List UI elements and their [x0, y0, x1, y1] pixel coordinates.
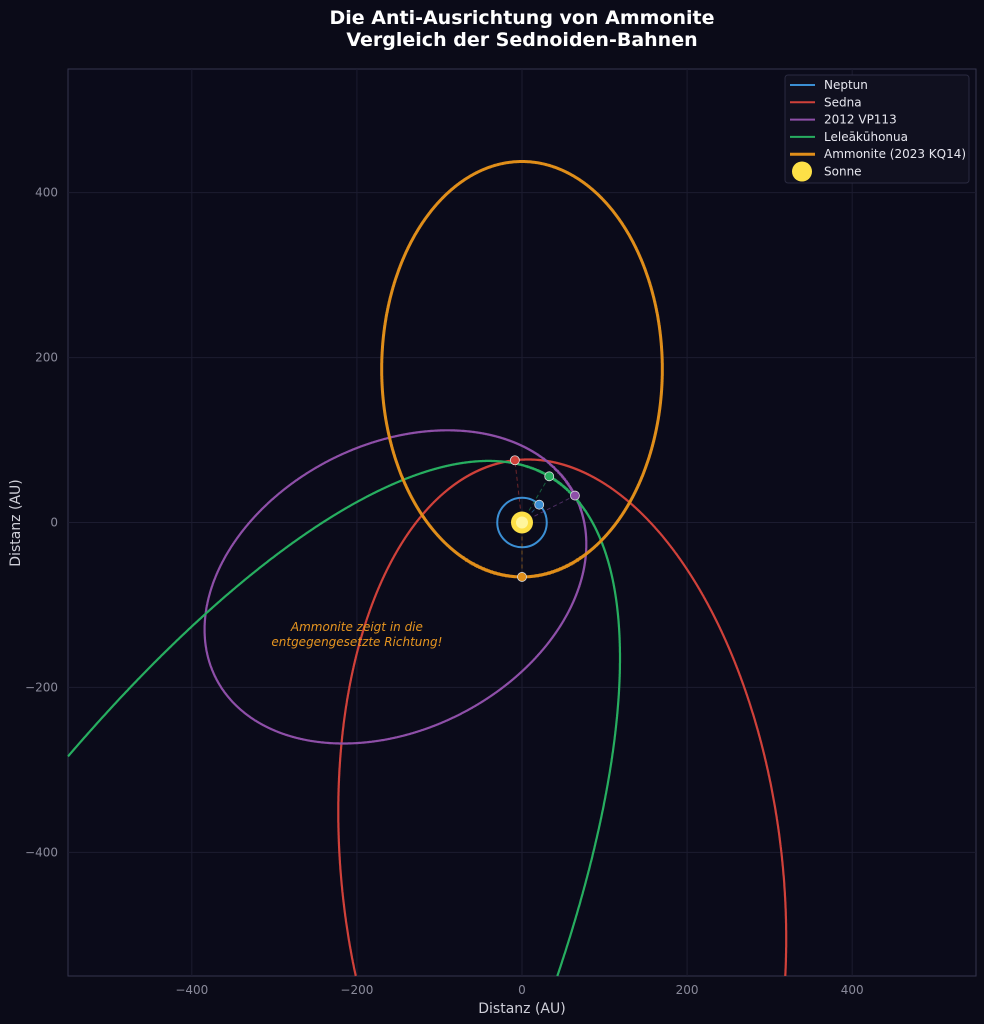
y-tick-label: 0: [50, 516, 58, 530]
legend-entry: Neptun: [824, 78, 868, 92]
x-tick-label: −400: [175, 983, 208, 997]
x-tick-label: 200: [676, 983, 699, 997]
legend-entry: Ammonite (2023 KQ14): [824, 147, 966, 161]
perihelion-marker-neptun: [534, 499, 545, 510]
orbits: [67, 160, 788, 977]
legend-entry: Sedna: [824, 95, 862, 109]
annotation-line-1: Ammonite zeigt in die: [290, 620, 423, 634]
legend-swatch-sun: [792, 161, 812, 182]
x-tick-label: 400: [841, 983, 864, 997]
chart-subtitle: Vergleich der Sednoiden-Bahnen: [346, 29, 697, 51]
sun-core: [516, 516, 528, 529]
ticks: −400 −200 0 200 400 −400 −200 0 200 400: [25, 186, 864, 997]
x-axis-label: Distanz (AU): [478, 1001, 565, 1017]
chart-title: Die Anti-Ausrichtung von Ammonite: [329, 7, 714, 29]
perihelion-marker-sedna: [509, 455, 520, 466]
grid: [68, 69, 976, 976]
legend-entry: 2012 VP113: [824, 113, 897, 127]
legend-box: [784, 74, 970, 184]
y-tick-label: −200: [25, 680, 58, 694]
x-tick-label: −200: [340, 983, 373, 997]
y-tick-label: −400: [25, 845, 58, 859]
annotation-line-2: entgegengesetzte Richtung!: [271, 635, 442, 649]
perihelion-marker-2012-vp113: [570, 490, 580, 501]
perihelion-marker-lele-k-honua: [544, 471, 555, 482]
perihelion-marker-ammonite-2023-kq14-: [517, 572, 527, 582]
x-tick-label: 0: [518, 983, 526, 997]
legend-entry: Leleākūhonua: [824, 130, 908, 144]
y-tick-label: 200: [35, 351, 58, 365]
y-axis-label: Distanz (AU): [8, 479, 24, 566]
legend: Neptun Sedna 2012 VP113 Leleākūhonua Ammonit…: [784, 74, 970, 184]
y-tick-label: 400: [35, 186, 58, 200]
legend-entry: Sonne: [824, 165, 862, 179]
